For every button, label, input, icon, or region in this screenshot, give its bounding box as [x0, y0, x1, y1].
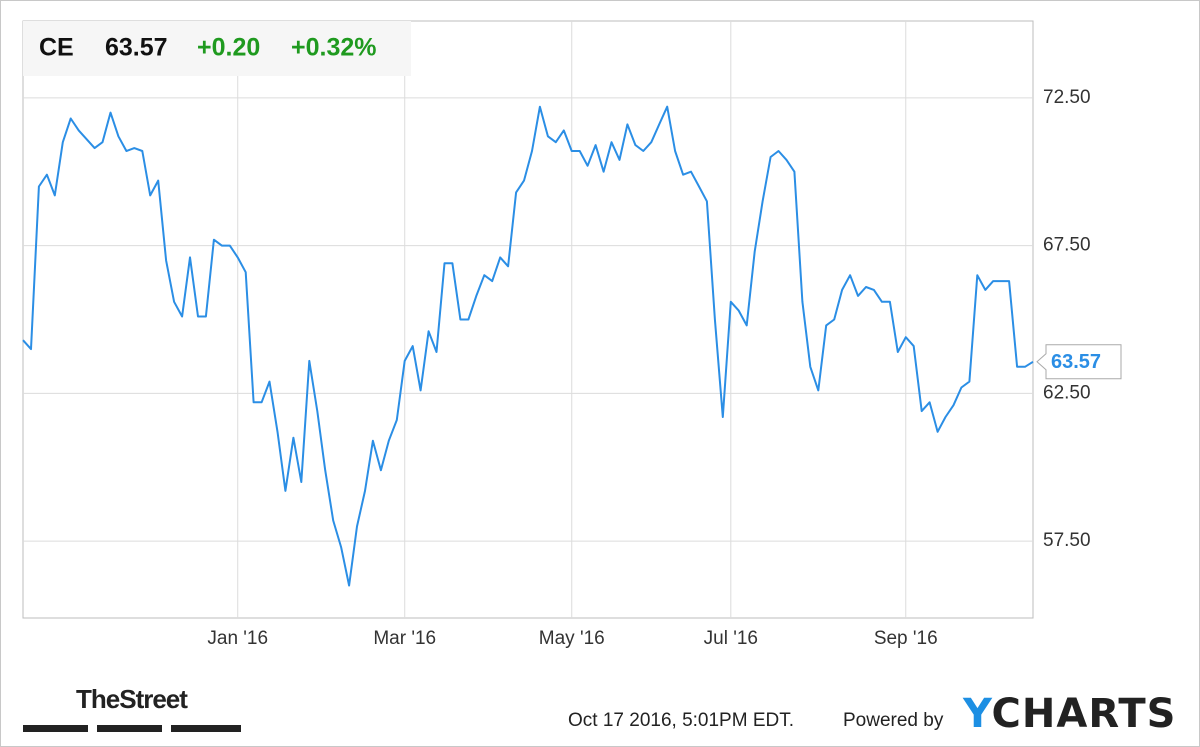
plot-frame [22, 20, 1034, 619]
logo-bar [171, 725, 241, 732]
ticker: CE [39, 34, 74, 62]
last-price-tag [1036, 344, 1122, 380]
x-tick-label: Mar '16 [373, 628, 436, 649]
powered-by: Powered by [843, 710, 944, 731]
last-price-label: 63.57 [1051, 351, 1101, 373]
brand-logo: YCHARTS [963, 691, 1177, 737]
logo-bar [97, 725, 162, 732]
x-tick-label: May '16 [539, 628, 605, 649]
x-tick-label: Jan '16 [207, 628, 268, 649]
change: +0.20 [197, 34, 260, 62]
x-tick-label: Jul '16 [704, 628, 758, 649]
timestamp: Oct 17 2016, 5:01PM EDT. [568, 710, 794, 731]
header-box [23, 21, 411, 76]
y-tick-label: 62.50 [1043, 382, 1091, 403]
change-pct: +0.32% [291, 34, 377, 62]
y-tick-label: 67.50 [1043, 235, 1091, 256]
logo-bar [23, 725, 88, 732]
source-logo: TheStreet [76, 684, 188, 714]
y-tick-label: 72.50 [1043, 87, 1091, 108]
price-line [22, 105, 1034, 587]
y-tick-label: 57.50 [1043, 530, 1091, 551]
x-tick-label: Sep '16 [874, 628, 938, 649]
price: 63.57 [105, 34, 168, 62]
